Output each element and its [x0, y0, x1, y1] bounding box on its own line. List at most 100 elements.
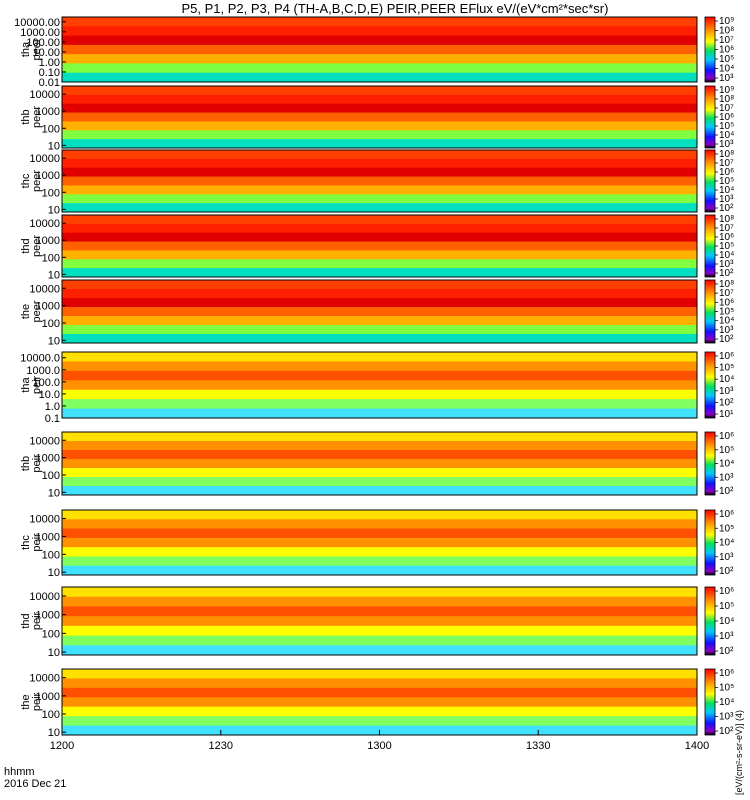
panel-species-label: peir	[31, 533, 43, 552]
y-tick-label: 10000	[29, 673, 60, 685]
y-tick-label: 1000	[36, 691, 60, 703]
panel-species-label: peer	[31, 235, 43, 257]
spectrogram-band	[62, 716, 697, 727]
spectrogram-band	[62, 307, 697, 317]
colorbar	[704, 149, 716, 213]
y-tick-label: 10.00	[32, 47, 60, 59]
panel-thb-peer: 10000 1000 100 10 thb peer 10⁹10⁸10⁷10⁶10⁵10⁴1…	[20, 85, 734, 152]
y-tick-label: 10000	[29, 514, 60, 526]
y-tick-label: 10	[48, 487, 60, 499]
spectrogram-band	[62, 352, 697, 362]
panel-thc-peer: 10000 1000 100 10 thc peer 10⁸10⁷10⁶10⁵10⁴10³1…	[20, 149, 734, 216]
colorbar-tick-label: 10⁴	[719, 316, 734, 327]
y-tick-label: 10000	[29, 218, 60, 230]
spectrogram-band	[62, 63, 697, 74]
y-tick-label: 10000.0	[20, 353, 60, 365]
y-tick-label: 1000	[36, 531, 60, 543]
spectrogram-band	[62, 510, 697, 520]
x-tick-label: 1200	[50, 740, 74, 752]
panel-thb-peir: 10000 1000 100 10 thb peir 10⁶ 10⁵ 10⁴ 10³ 10²	[20, 431, 734, 499]
colorbar-tick-label: 10⁷	[719, 35, 734, 46]
colorbar-tick-label: 10⁶	[719, 167, 734, 178]
panel-probe-label: thd	[20, 238, 32, 253]
spectrogram-band	[62, 519, 697, 530]
colorbar-tick-label: 10⁶	[719, 232, 734, 243]
colorbar-tick-label: 10²	[719, 726, 734, 737]
panel-frame	[61, 351, 698, 419]
x-tick-label: 1400	[685, 740, 709, 752]
panel-probe-label: tha	[20, 376, 32, 392]
panel-species-label: peer	[31, 170, 43, 192]
spectrogram-band	[62, 432, 697, 442]
colorbar-tick-label: 10⁹	[719, 16, 734, 27]
y-tick-label: 1000	[36, 301, 60, 313]
spectrogram-band	[62, 697, 697, 708]
x-tick-label: 1330	[526, 740, 550, 752]
colorbar-tick-label: 10⁷	[719, 288, 734, 299]
y-tick-label: 10000	[29, 435, 60, 447]
y-tick-label: 10	[48, 140, 60, 152]
spectrogram-band	[62, 232, 697, 243]
colorbar-tick-label: 10⁴	[719, 250, 734, 261]
colorbar-tick-label: 10²	[719, 646, 734, 657]
spectrogram-band	[62, 450, 697, 460]
spectrogram-band	[62, 139, 697, 149]
colorbar-tick-label: 10¹	[719, 409, 734, 420]
colorbar-tick-label: 10³	[719, 139, 734, 150]
y-tick-label: 0.01	[39, 77, 60, 89]
panel-frame	[61, 149, 698, 213]
colorbar	[704, 431, 716, 496]
colorbar-tick-label: 10⁸	[719, 149, 734, 160]
spectrogram-band	[62, 121, 697, 131]
spectrogram-band	[62, 158, 697, 169]
spectrogram-band	[62, 54, 697, 64]
spectrogram-band	[62, 185, 697, 195]
colorbar-tick-label: 10⁴	[719, 64, 734, 75]
panel-species-label: peer	[31, 106, 43, 128]
colorbar-tick-label: 10⁸	[719, 279, 734, 290]
panel-thd-peer: 10000 1000 100 10 thd peer 10⁸10⁷10⁶10⁵10⁴10³1…	[20, 214, 734, 281]
y-tick-label: 10000	[29, 89, 60, 101]
spectrogram-band	[62, 325, 697, 335]
colorbar-tick-label: 10⁷	[719, 223, 734, 234]
spectrogram-band	[62, 669, 697, 679]
colorbar-tick-label: 10⁴	[719, 459, 734, 470]
spectrogram-band	[62, 17, 697, 27]
spectrogram-band	[62, 35, 697, 46]
spectrogram-band	[62, 26, 697, 37]
colorbar-tick-label: 10⁸	[719, 94, 734, 105]
spectrogram-band	[62, 370, 697, 381]
y-tick-label: 100	[42, 549, 60, 561]
panel-probe-label: thb	[20, 109, 32, 124]
colorbar-tick-label: 10⁵	[719, 176, 734, 187]
panel-frame	[61, 279, 698, 344]
panel-probe-label: thb	[20, 456, 32, 471]
spectrogram-band	[62, 596, 697, 607]
colorbar-tick-label: 10⁴	[719, 374, 734, 385]
colorbar-tick-label: 10⁴	[719, 185, 734, 196]
y-tick-label: 1.00	[39, 57, 60, 69]
spectrogram-band	[62, 635, 697, 646]
colorbar-tick-label: 10⁴	[719, 130, 734, 141]
y-tick-label: 1.0	[45, 401, 60, 413]
y-tick-label: 100	[42, 628, 60, 640]
x-tick-label: 1230	[209, 740, 233, 752]
spectrogram-band	[62, 176, 697, 186]
spectrogram-band	[62, 268, 697, 278]
spectrogram-band	[62, 528, 697, 539]
y-tick-label: 10000	[29, 283, 60, 295]
panel-the-peer: 10000 1000 100 10 the peer 10⁸10⁷10⁶10⁵10⁴10³1…	[20, 279, 734, 347]
y-tick-label: 100.00	[26, 37, 60, 49]
spectrogram-band	[62, 459, 697, 469]
y-tick-label: 10	[48, 204, 60, 216]
spectrogram-band	[62, 72, 697, 83]
colorbar-tick-label: 10⁵	[719, 121, 734, 132]
x-tick-label: 1300	[367, 740, 391, 752]
spectrogram-band	[62, 241, 697, 251]
panel-species-label: peir	[31, 692, 43, 711]
spectrogram-band	[62, 678, 697, 689]
spectrogram-band	[62, 334, 697, 344]
colorbar-tick-label: 10²	[719, 334, 734, 345]
spectrogram-band	[62, 112, 697, 122]
